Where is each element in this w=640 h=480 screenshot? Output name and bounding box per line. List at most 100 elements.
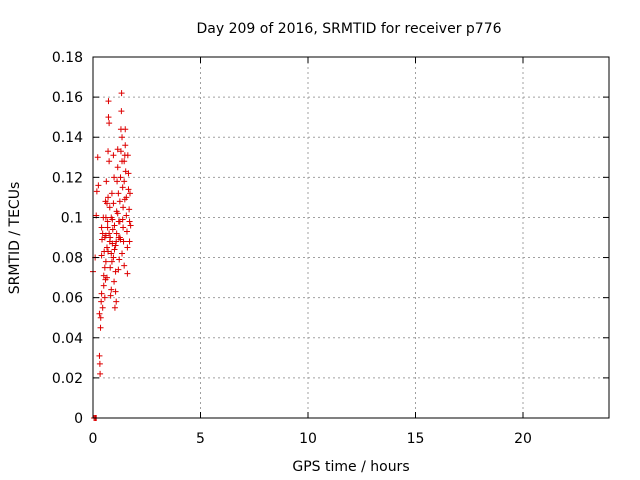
- data-point: [114, 146, 121, 153]
- plot-frame: [92, 56, 610, 419]
- data-point: [114, 164, 121, 171]
- y-tick-label: 0.06: [52, 291, 83, 307]
- y-tick-label: 0.14: [52, 130, 83, 146]
- data-point: [96, 352, 103, 359]
- data-point: [114, 210, 121, 217]
- data-point: [124, 270, 131, 277]
- data-point: [110, 254, 117, 261]
- data-point: [114, 178, 121, 185]
- data-point: [103, 274, 110, 281]
- data-point: [111, 174, 118, 181]
- y-axis-label: SRMTID / TECUs: [7, 182, 23, 295]
- data-point: [111, 222, 118, 229]
- data-point: [106, 158, 113, 165]
- data-point: [122, 142, 129, 149]
- data-point: [120, 224, 127, 231]
- data-point: [104, 218, 111, 225]
- data-point: [98, 224, 105, 231]
- y-tick-label: 0.04: [52, 331, 83, 347]
- data-point: [107, 264, 114, 271]
- y-tick-label: 0.08: [52, 251, 83, 267]
- x-tick-label: 15: [407, 431, 425, 447]
- data-point: [112, 242, 119, 249]
- data-point: [117, 236, 124, 243]
- x-axis-label: GPS time / hours: [292, 459, 409, 475]
- data-point: [111, 304, 118, 311]
- data-point: [122, 126, 129, 133]
- data-point: [97, 370, 104, 377]
- data-point: [112, 288, 119, 295]
- data-point: [93, 188, 100, 195]
- data-point: [96, 360, 103, 367]
- data-point: [118, 90, 125, 97]
- data-point: [97, 314, 104, 321]
- data-point: [109, 216, 116, 223]
- x-tick-labels: 0 5 10 15 20: [89, 431, 532, 447]
- data-point: [105, 194, 112, 201]
- data-point: [117, 148, 124, 155]
- y-tick-label: 0.02: [52, 371, 83, 387]
- y-tick-label: 0.16: [52, 90, 83, 106]
- data-point: [100, 214, 107, 221]
- data-point: [102, 232, 109, 239]
- data-point: [100, 282, 107, 289]
- data-point: [125, 186, 132, 193]
- data-point: [118, 108, 125, 115]
- data-point: [123, 228, 130, 235]
- data-points: [90, 90, 134, 421]
- data-point: [119, 250, 126, 257]
- data-point: [97, 324, 104, 331]
- data-point: [111, 278, 118, 285]
- data-point: [126, 190, 133, 197]
- data-point: [96, 310, 103, 317]
- data-point: [121, 178, 128, 185]
- x-tick-label: 0: [89, 431, 98, 447]
- y-tick-label: 0.1: [61, 210, 83, 226]
- data-point: [110, 200, 117, 207]
- data-point: [108, 258, 115, 265]
- data-point: [124, 152, 131, 159]
- data-point: [126, 206, 133, 213]
- data-point: [124, 244, 131, 251]
- data-point: [119, 184, 126, 191]
- data-point: [125, 170, 132, 177]
- data-point: [106, 230, 113, 237]
- data-point: [98, 290, 105, 297]
- data-point: [119, 216, 126, 223]
- data-point: [103, 244, 110, 251]
- data-point: [94, 154, 101, 161]
- data-point: [100, 272, 107, 279]
- y-tick-label: 0: [74, 411, 83, 427]
- y-tick-label: 0.18: [52, 50, 83, 66]
- x-tick-label: 10: [299, 431, 317, 447]
- data-point: [105, 98, 112, 105]
- data-point: [95, 182, 102, 189]
- data-point: [109, 226, 116, 233]
- data-point: [113, 238, 120, 245]
- data-point: [115, 190, 122, 197]
- data-point: [115, 266, 122, 273]
- data-point: [117, 174, 124, 181]
- axis-ticks: [92, 56, 609, 419]
- data-point: [111, 246, 118, 253]
- data-point: [105, 248, 112, 255]
- data-point: [98, 252, 105, 259]
- data-point: [121, 262, 128, 269]
- y-tick-labels: 0 0.02 0.04 0.06 0.08 0.1 0.12 0.14 0.16 0.18: [52, 50, 83, 427]
- data-point: [121, 196, 128, 203]
- data-point: [102, 198, 109, 205]
- data-point: [104, 224, 111, 231]
- grid: [93, 57, 609, 418]
- chart-title: Day 209 of 2016, SRMTID for receiver p77…: [196, 21, 501, 37]
- data-point: [106, 120, 113, 127]
- y-tick-label: 0.12: [52, 170, 83, 186]
- data-point: [116, 256, 123, 263]
- x-tick-label: 5: [196, 431, 205, 447]
- data-point: [127, 222, 134, 229]
- data-point: [106, 238, 113, 245]
- data-point: [116, 198, 123, 205]
- data-point: [105, 114, 112, 121]
- data-point: [99, 304, 106, 311]
- data-point: [106, 204, 113, 211]
